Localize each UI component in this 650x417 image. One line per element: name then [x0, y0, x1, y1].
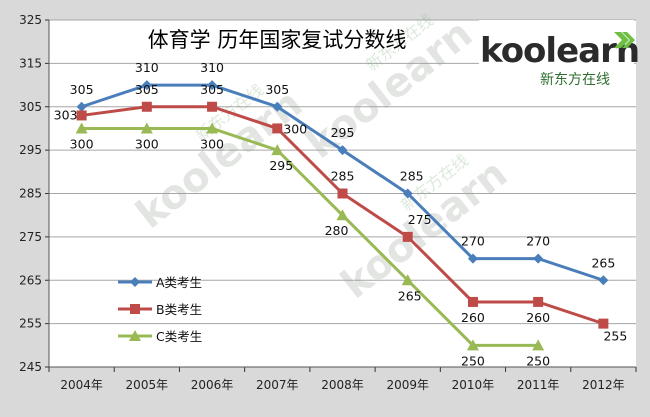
y-tick-label: 275: [19, 230, 42, 244]
data-point: [337, 188, 348, 199]
series-markers: [75, 80, 609, 351]
logo-brand-text: koolearn: [480, 31, 639, 71]
data-point: [76, 101, 87, 112]
data-label: 305: [200, 82, 224, 97]
data-label: 255: [603, 329, 627, 344]
data-label: 310: [200, 60, 224, 75]
data-point: [532, 339, 545, 351]
legend-label: C类考生: [156, 329, 202, 344]
koolearn-logo: koolearn 新东方在线: [479, 20, 640, 92]
data-point: [141, 80, 152, 91]
legend-label: A类考生: [156, 275, 202, 290]
data-point: [598, 275, 609, 286]
data-label: 300: [135, 136, 159, 151]
data-label: 285: [331, 169, 355, 184]
data-label: 250: [461, 353, 485, 368]
data-point: [466, 339, 479, 351]
x-tick-label: 2007年: [256, 378, 299, 392]
data-point: [337, 145, 348, 156]
data-label: 265: [591, 255, 615, 270]
legend-item: A类考生: [118, 275, 202, 290]
data-label: 270: [526, 234, 550, 249]
data-label: 280: [325, 223, 349, 238]
x-tick-label: 2009年: [386, 378, 429, 392]
y-tick-label: 285: [19, 187, 42, 201]
legend-label: B类考生: [156, 302, 202, 317]
legend-marker: [130, 277, 140, 287]
data-label: 300: [283, 121, 307, 136]
data-label: 295: [269, 158, 293, 173]
data-point: [533, 253, 544, 264]
data-label: 250: [526, 353, 550, 368]
data-point: [336, 209, 349, 221]
data-point: [272, 123, 283, 134]
axes: [48, 20, 636, 368]
series-line: [81, 126, 539, 347]
legend-marker: [129, 330, 141, 341]
y-tick-label: 265: [19, 273, 42, 287]
y-tick-label: 325: [19, 13, 42, 27]
logo-arrow-icon: [614, 32, 635, 48]
logo-sub-text: 新东方在线: [540, 72, 610, 88]
data-point: [402, 231, 413, 242]
x-tick-label: 2008年: [321, 378, 364, 392]
chart-title: 体育学 历年国家复试分数线: [148, 28, 407, 52]
x-tick-label: 2012年: [582, 378, 625, 392]
data-label: 303: [54, 107, 78, 122]
data-point: [533, 296, 544, 307]
data-point: [402, 188, 413, 199]
data-label: 275: [408, 212, 432, 227]
data-point: [76, 110, 87, 121]
data-label: 305: [70, 82, 94, 97]
data-point: [141, 101, 152, 112]
legend: A类考生 B类考生 C类考生: [118, 275, 202, 344]
y-tick-label: 245: [19, 360, 42, 374]
y-axis-ticks: 245 255 265 275 285 295 305 315 325: [19, 13, 49, 374]
data-point: [207, 80, 218, 91]
data-point: [207, 101, 218, 112]
data-label: 270: [461, 234, 485, 249]
legend-marker: [130, 304, 140, 314]
y-tick-label: 295: [19, 143, 42, 157]
x-tick-label: 2010年: [452, 378, 495, 392]
y-tick-label: 315: [19, 56, 42, 70]
x-tick-label: 2011年: [517, 378, 560, 392]
data-label: 310: [135, 60, 159, 75]
data-point: [467, 296, 478, 307]
y-tick-label: 305: [19, 100, 42, 114]
data-label: 300: [70, 136, 94, 151]
data-point: [75, 122, 88, 134]
x-tick-label: 2006年: [191, 378, 234, 392]
data-point: [206, 122, 219, 134]
data-label: 305: [265, 82, 289, 97]
data-point: [271, 144, 284, 156]
data-point: [598, 318, 609, 329]
x-tick-label: 2005年: [126, 378, 169, 392]
y-tick-label: 255: [19, 317, 42, 331]
data-label: 265: [398, 288, 422, 303]
data-label: 300: [200, 136, 224, 151]
x-tick-label: 2004年: [60, 378, 103, 392]
x-axis-ticks: 2004年 2005年 2006年 2007年 2008年 2009年 2010年 2011年…: [48, 367, 637, 392]
data-label: 260: [526, 310, 550, 325]
data-point: [467, 253, 478, 264]
data-point: [140, 122, 153, 134]
data-point: [272, 101, 283, 112]
data-labels: 305 310 310 305 295 285 270 270 265 303 305 305 300 2…: [54, 60, 628, 368]
legend-item: B类考生: [118, 302, 202, 317]
data-point: [401, 274, 414, 286]
data-label: 285: [400, 169, 424, 184]
data-label: 260: [461, 310, 485, 325]
data-label: 305: [135, 82, 159, 97]
data-label: 295: [331, 125, 355, 140]
legend-item: C类考生: [118, 329, 202, 344]
